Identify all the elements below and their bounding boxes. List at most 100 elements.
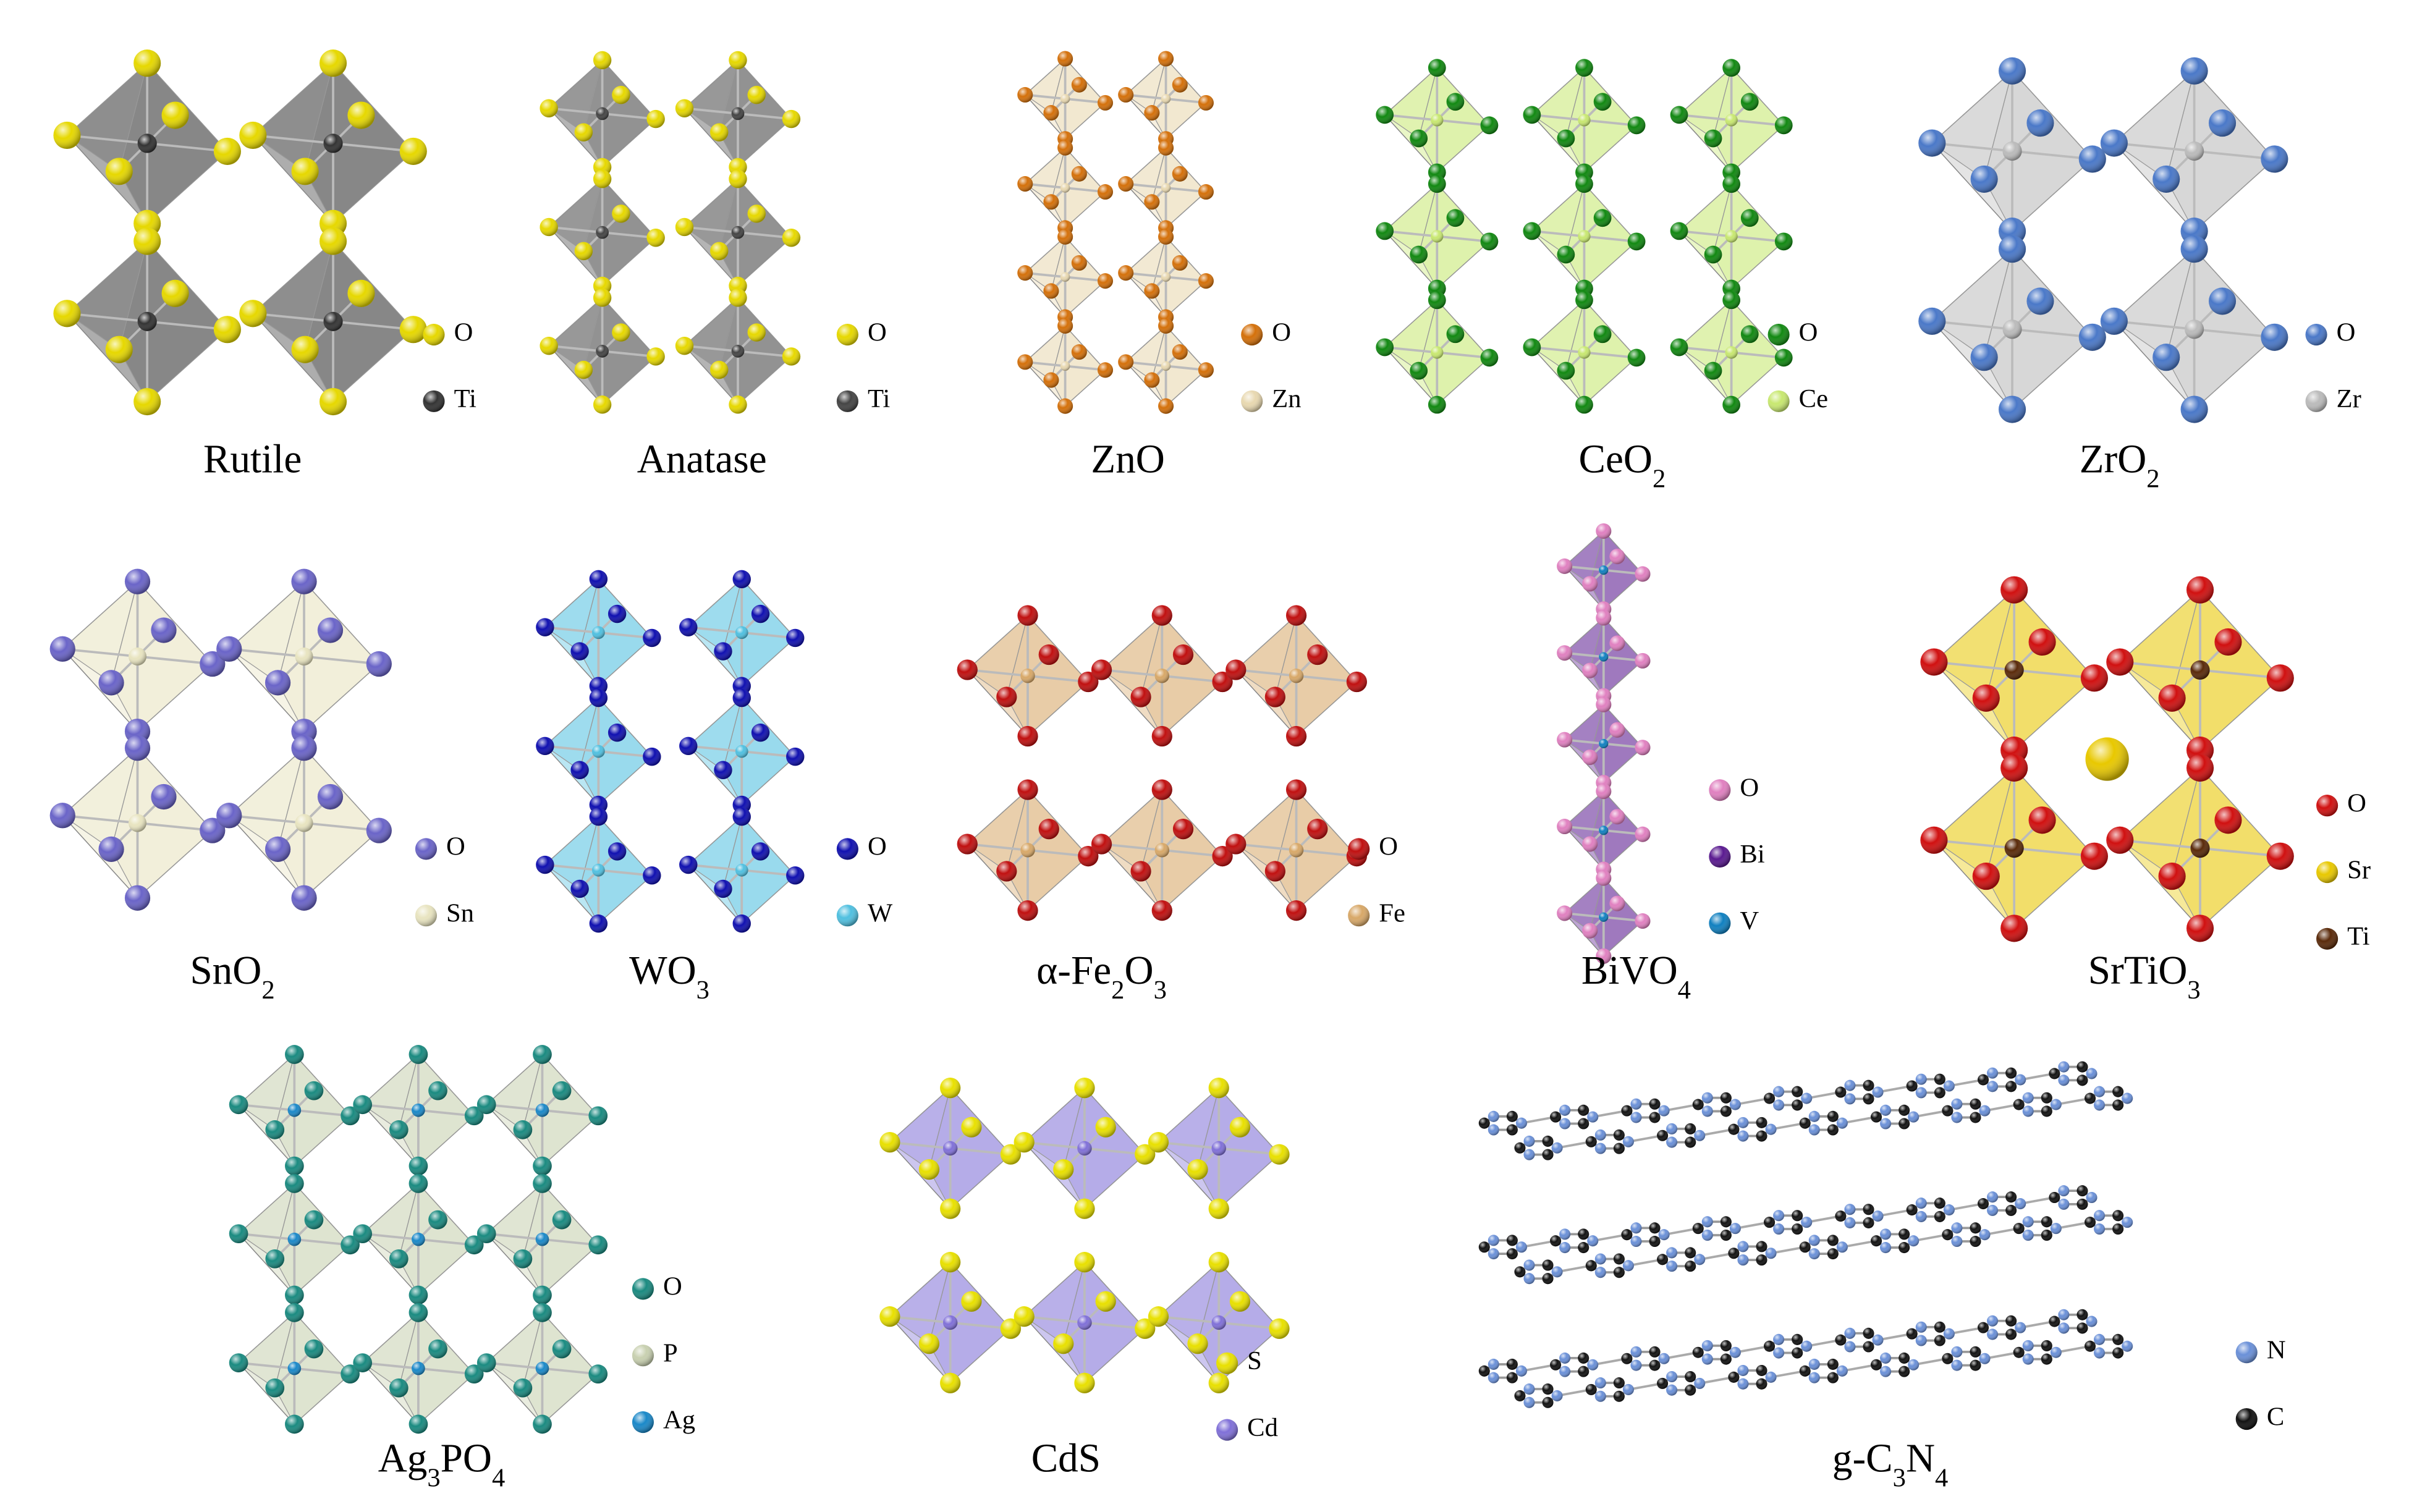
atom-shine bbox=[747, 323, 766, 342]
bond bbox=[2020, 1320, 2055, 1329]
atom-shine bbox=[1998, 395, 2026, 423]
bond bbox=[1699, 1375, 1734, 1385]
atom-shine bbox=[1578, 1104, 1589, 1116]
atom-shine bbox=[265, 836, 291, 862]
atom-shine bbox=[1582, 836, 1598, 852]
atom-shine bbox=[2022, 1340, 2034, 1351]
atom-shine bbox=[1559, 1228, 1571, 1240]
polyhedron-face bbox=[486, 1053, 543, 1131]
atom-shine bbox=[2305, 390, 2327, 412]
atom-shine bbox=[2316, 927, 2339, 950]
atom-shine bbox=[1118, 87, 1134, 103]
atom-shine bbox=[1578, 1228, 1589, 1240]
atom-shine bbox=[1835, 1334, 1847, 1346]
atom-shine bbox=[1038, 818, 1059, 840]
legend-symbol: N bbox=[2267, 1335, 2286, 1364]
polyhedron-face bbox=[62, 746, 138, 850]
atom-shine bbox=[1480, 116, 1499, 135]
atom-shine bbox=[1410, 129, 1428, 148]
atom-shine bbox=[1764, 1217, 1776, 1228]
atom-shine bbox=[1144, 194, 1160, 210]
polyhedron-face bbox=[687, 815, 743, 890]
polyhedron-face bbox=[1125, 324, 1167, 381]
atom-shine bbox=[1970, 1359, 1981, 1371]
bond bbox=[1592, 1357, 1627, 1366]
bond bbox=[2055, 1345, 2091, 1354]
atom-shine bbox=[1091, 834, 1112, 855]
atom-shine bbox=[1701, 1340, 1713, 1351]
atom-shine bbox=[786, 628, 805, 648]
atom-shine bbox=[533, 1303, 552, 1322]
atom-shine bbox=[1557, 245, 1575, 264]
polyhedron-face bbox=[1933, 767, 2015, 877]
polyhedron-face bbox=[238, 1182, 295, 1260]
atom-shine bbox=[1792, 1086, 1803, 1097]
bond bbox=[2055, 1221, 2091, 1230]
atom-shine bbox=[1836, 1365, 1848, 1377]
bond bbox=[1771, 1369, 1806, 1379]
atom-shine bbox=[1942, 1105, 1953, 1117]
atom-shine bbox=[2316, 861, 2339, 884]
polyhedron-face bbox=[1125, 235, 1167, 292]
atom-shine bbox=[1670, 338, 1688, 357]
atom-shine bbox=[1728, 1248, 1740, 1259]
bond bbox=[1699, 1252, 1734, 1261]
atom-shine bbox=[1898, 1228, 1910, 1240]
atom-shine bbox=[229, 1224, 248, 1244]
atom-shine bbox=[389, 1249, 408, 1269]
atom-shine bbox=[412, 1361, 425, 1375]
atom-shine bbox=[2076, 1061, 2088, 1073]
atom-shine bbox=[646, 109, 665, 129]
atom-shine bbox=[1987, 1204, 1999, 1216]
atom-shine bbox=[1951, 1236, 1963, 1248]
atom-shine bbox=[1000, 1144, 1022, 1165]
bond bbox=[1877, 1209, 1913, 1217]
atom-shine bbox=[1578, 346, 1591, 359]
atom-shine bbox=[782, 347, 801, 366]
structure-label: ZnO bbox=[1091, 437, 1164, 482]
atom-shine bbox=[353, 1095, 372, 1115]
atom-shine bbox=[996, 861, 1017, 882]
atom-shine bbox=[1658, 1105, 1670, 1117]
label-text: ZrO bbox=[2080, 437, 2147, 482]
atom-shine bbox=[632, 1345, 654, 1367]
atom-shine bbox=[1863, 1079, 1874, 1091]
atom-shine bbox=[1523, 1259, 1535, 1271]
atom-shine bbox=[1970, 1346, 1981, 1358]
crystal-structure bbox=[53, 49, 427, 416]
atom-shine bbox=[476, 1353, 496, 1372]
atom-shine bbox=[49, 803, 75, 829]
polyhedron-face bbox=[1564, 703, 1604, 758]
atom-shine bbox=[513, 1378, 533, 1398]
legend-item: W bbox=[836, 899, 893, 928]
atom-shine bbox=[2058, 1198, 2070, 1210]
atom-shine bbox=[1241, 390, 1263, 412]
polyhedron-face bbox=[544, 578, 599, 653]
atom-shine bbox=[836, 905, 858, 927]
atom-shine bbox=[1172, 644, 1194, 665]
atom-shine bbox=[1630, 1112, 1642, 1123]
atom-shine bbox=[1630, 1098, 1642, 1110]
legend-item: Bi bbox=[1709, 840, 1765, 869]
legend-item: Zr bbox=[2305, 384, 2361, 413]
atom-shine bbox=[1915, 1073, 1927, 1085]
atom-shine bbox=[1635, 826, 1651, 842]
atom-shine bbox=[1446, 93, 1465, 111]
atom-shine bbox=[2305, 324, 2327, 346]
atom-shine bbox=[1666, 1136, 1678, 1148]
atom-shine bbox=[1635, 740, 1651, 756]
atom-shine bbox=[1792, 1099, 1803, 1111]
atom-shine bbox=[1187, 1159, 1208, 1180]
atom-shine bbox=[1506, 1248, 1518, 1260]
atom-shine bbox=[1934, 1197, 1945, 1209]
atom-shine bbox=[1582, 750, 1598, 766]
structure-panel: CdS S Cd bbox=[879, 1078, 1290, 1481]
atom-shine bbox=[265, 1378, 285, 1398]
atom-shine bbox=[1559, 1118, 1571, 1130]
atom-shine bbox=[1216, 1352, 1238, 1374]
bond bbox=[1628, 1134, 1663, 1143]
atom-shine bbox=[1130, 861, 1151, 882]
atom-shine bbox=[2214, 806, 2242, 834]
atom-shine bbox=[918, 1333, 940, 1354]
atom-shine bbox=[596, 226, 609, 239]
